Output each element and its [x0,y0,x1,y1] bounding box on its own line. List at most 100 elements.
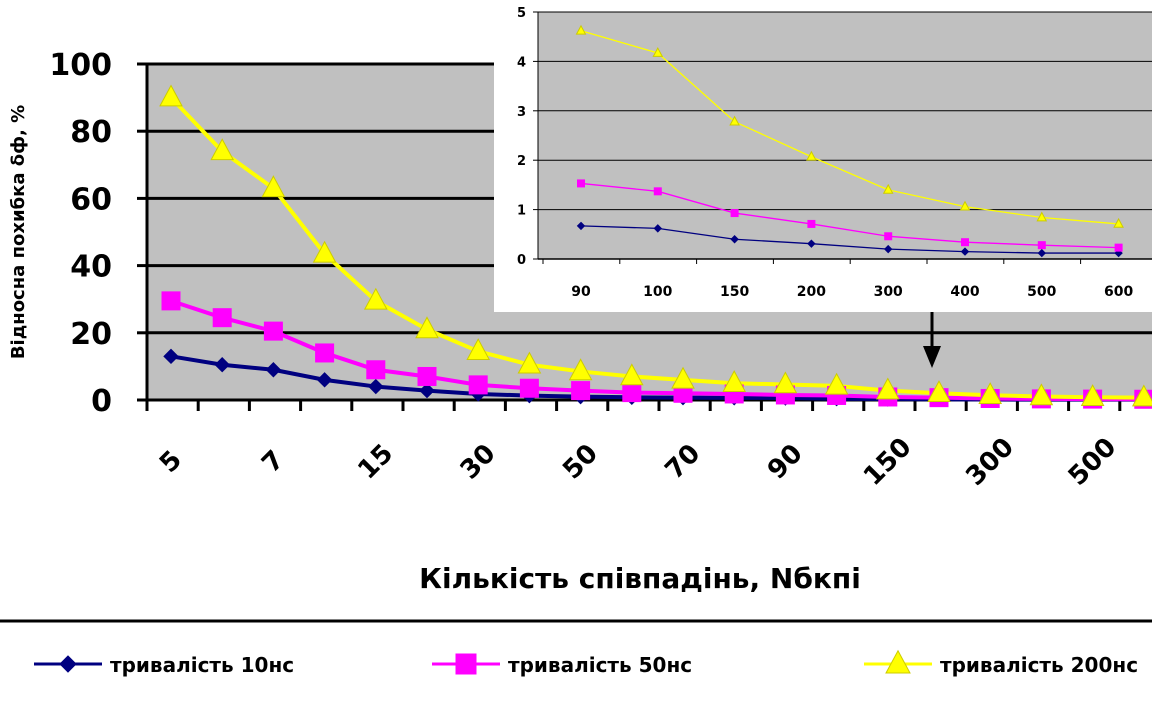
x-tick-label: 7 [256,445,290,479]
data-point [415,316,439,339]
inset-data-point [575,24,587,35]
y-axis-title: Відносна похибка δф, % [8,105,29,359]
data-point [316,372,333,388]
legend-label: тривалість 50нс [508,653,692,677]
data-point [366,360,386,380]
inset-data-point [652,47,664,57]
y-tick-label: 100 [49,48,112,83]
inset-data-point [1036,211,1048,222]
y-tick-label: 60 [70,182,112,217]
inset-data-point [729,115,740,126]
inset-y-tick-label: 2 [517,154,526,169]
inset-x-tick-label: 90 [571,284,591,300]
inset-data-point [576,221,586,231]
inset-data-point [807,239,816,248]
x-tick-label: 15 [352,439,399,486]
y-tick-label: 20 [70,317,112,352]
inset-data-point [577,179,585,188]
data-point [568,358,593,381]
data-point [265,362,282,378]
inset-data-point [806,150,817,161]
data-point [163,348,179,365]
data-point [261,175,286,198]
inset-series-line [580,225,1119,254]
inset-x-tick-label: 600 [1104,284,1133,300]
x-tick-label: 500 [1063,432,1123,492]
data-point [1029,383,1054,406]
inset-data-point [653,224,663,233]
inset-data-point [960,247,970,256]
data-point [417,366,437,386]
data-point [1131,384,1152,407]
inset-data-point [807,219,816,228]
y-tick-label: 40 [70,250,112,285]
data-point [468,375,488,395]
x-tick-label: 30 [455,439,502,486]
inset-data-point [961,238,969,247]
x-tick-label: 50 [557,439,604,486]
inset-y-tick-label: 0 [517,253,526,268]
data-point [519,378,539,398]
arrow-head [923,346,941,368]
data-point [312,240,337,263]
data-point [1080,384,1105,406]
inset-data-point [1113,217,1124,228]
inset-series-line [580,30,1119,225]
y-tick-label: 80 [70,115,112,150]
x-tick-label: 150 [858,432,918,492]
data-point [722,370,747,392]
data-point [161,291,181,311]
inset-data-point [1037,248,1047,258]
data-point [622,383,642,403]
inset-y-tick-label: 3 [517,105,526,120]
inset-x-tick-label: 500 [1027,284,1056,300]
x-tick-label: 70 [660,439,707,486]
data-point [466,338,491,361]
inset-data-point [1114,243,1123,252]
x-tick-label: 300 [960,432,1020,492]
data-point [824,372,849,395]
x-tick-label: 5 [154,445,188,479]
inset-x-tick-label: 300 [874,284,903,300]
legend-label: тривалість 200нс [940,653,1138,677]
data-point [571,381,591,401]
data-point [368,378,384,395]
data-point [671,366,695,389]
legend-label: тривалість 10нс [110,653,294,677]
inset-plot-area [538,12,1152,259]
inset-data-point [1037,241,1046,250]
inset-chart: 0 1 2 3 4 5 90 100 150 200 300 400 500 600 [494,0,1152,312]
legend-marker [455,653,477,675]
data-point [927,380,951,403]
x-tick-label: 90 [762,439,809,486]
data-point [159,84,183,107]
data-point [263,321,283,341]
inset-data-point [884,232,893,241]
x-axis-title: Кількість співпадінь, Nбкпі [419,562,861,595]
data-point [315,343,335,363]
inset-data-point [730,235,739,244]
inset-data-point [882,183,894,194]
inset-data-point [883,244,893,254]
inset-series-line [580,182,1119,249]
inset-y-tick-label: 5 [517,6,526,21]
data-point [517,351,542,374]
inset-x-tick-label: 150 [720,284,749,300]
legend-marker [59,655,77,673]
inset-x-tick-label: 200 [797,284,826,300]
inset-y-tick-label: 4 [517,55,526,70]
data-point [212,308,232,328]
y-tick-label: 0 [91,384,112,419]
inset-x-tick-label: 400 [950,284,979,300]
data-point [419,382,435,399]
inset-x-tick-label: 100 [643,284,672,300]
inset-y-tick-label: 1 [517,204,526,219]
data-point [214,357,230,373]
data-point [875,377,900,400]
inset-data-point [653,187,662,196]
inset-data-point [730,209,739,218]
legend-marker [885,649,911,674]
legend: тривалість 10нс тривалість 50нс тривалість… [0,619,1152,677]
data-point [363,287,388,310]
